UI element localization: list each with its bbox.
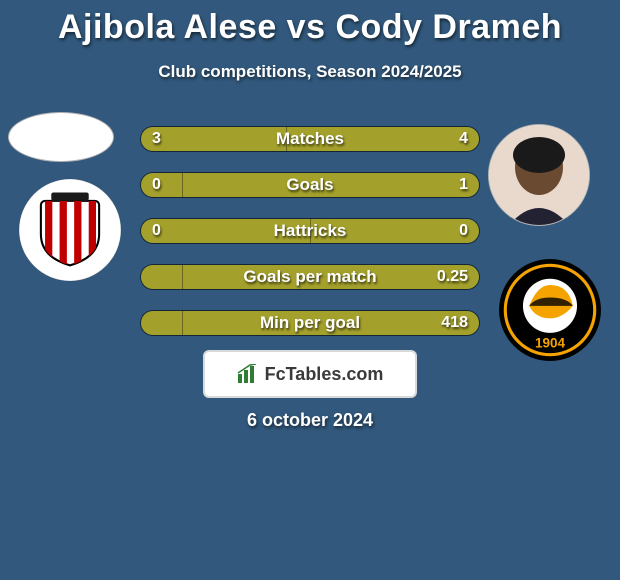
stat-row: Min per goal418 — [140, 310, 480, 336]
stat-bar-left-fill — [141, 219, 310, 243]
player-left-avatar — [8, 112, 114, 162]
stat-bar-left-fill — [141, 173, 182, 197]
page-title: Ajibola Alese vs Cody Drameh — [0, 8, 620, 47]
stat-bar-right-fill — [182, 265, 479, 289]
stat-bar-track — [140, 310, 480, 336]
stat-row: Hattricks00 — [140, 218, 480, 244]
stat-bar-right-fill — [182, 173, 479, 197]
date-text: 6 october 2024 — [0, 410, 620, 431]
club-badge-right-year: 1904 — [535, 335, 566, 350]
club-badge-right: 1904 — [498, 258, 602, 362]
stat-row: Goals01 — [140, 172, 480, 198]
stat-bar-track — [140, 172, 480, 198]
stat-bar-track — [140, 218, 480, 244]
club-badge-left-icon — [18, 178, 122, 282]
stat-bar-left-fill — [141, 265, 182, 289]
stat-bar-seam — [310, 219, 311, 243]
stat-bar-left-fill — [141, 127, 286, 151]
stat-bar-seam — [182, 265, 183, 289]
brand-text: FcTables.com — [265, 364, 384, 385]
stat-bar-track — [140, 126, 480, 152]
stat-bar-right-fill — [182, 311, 479, 335]
player-right-avatar — [488, 124, 590, 226]
stat-row: Goals per match0.25 — [140, 264, 480, 290]
stat-bar-right-fill — [286, 127, 479, 151]
stat-bar-left-fill — [141, 311, 182, 335]
stat-bar-seam — [286, 127, 287, 151]
comparison-infographic: Ajibola Alese vs Cody Drameh Club compet… — [0, 0, 620, 580]
player-right-avatar-icon — [489, 125, 589, 225]
stat-row: Matches34 — [140, 126, 480, 152]
club-badge-left — [18, 178, 122, 282]
stat-bar-seam — [182, 173, 183, 197]
brand-box: FcTables.com — [203, 350, 417, 398]
page-subtitle: Club competitions, Season 2024/2025 — [0, 62, 620, 82]
stat-bar-track — [140, 264, 480, 290]
club-badge-right-icon: 1904 — [498, 258, 602, 362]
bar-chart-icon — [237, 364, 259, 384]
stat-bar-seam — [182, 311, 183, 335]
stat-bar-right-fill — [310, 219, 479, 243]
